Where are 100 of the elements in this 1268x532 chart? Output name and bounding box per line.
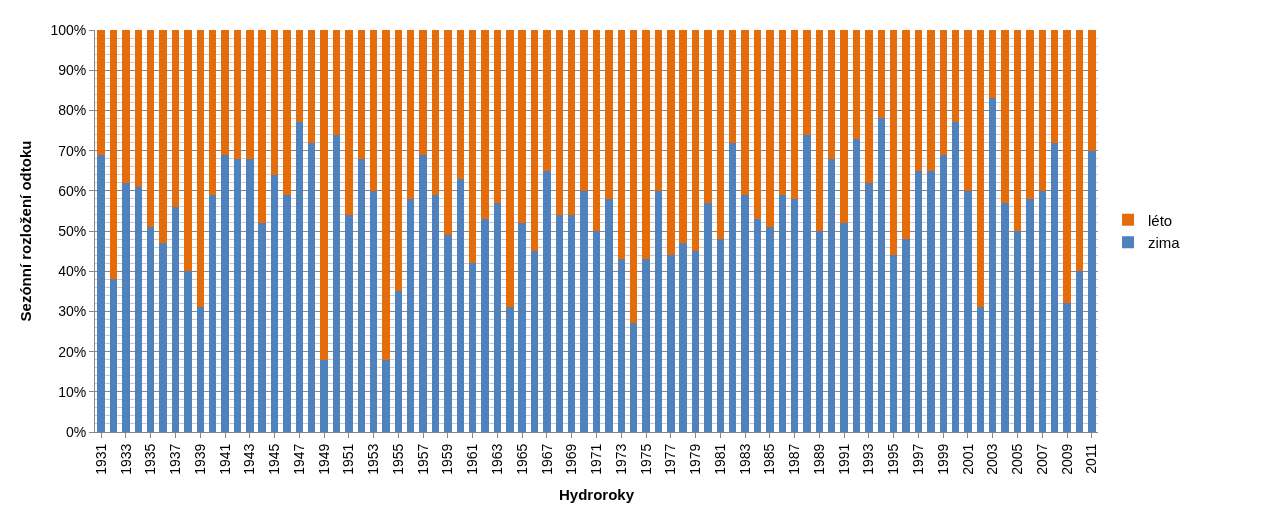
bar <box>320 359 328 432</box>
bar <box>530 30 539 252</box>
x-tick-label: 1963 <box>488 443 505 475</box>
bar <box>407 198 415 432</box>
bar <box>852 30 861 139</box>
bar <box>914 30 923 171</box>
bar <box>790 198 799 432</box>
y-tick-label: 40% <box>58 263 87 280</box>
bar <box>233 30 242 159</box>
bar <box>394 30 403 292</box>
x-tick-label: 1935 <box>142 443 159 475</box>
bar <box>1013 30 1022 231</box>
x-tick-label: 1995 <box>885 443 902 475</box>
bar <box>580 190 588 432</box>
bar <box>1063 303 1071 432</box>
y-tick-label: 80% <box>58 102 87 119</box>
bar <box>1050 30 1059 143</box>
bar <box>270 30 279 175</box>
bar <box>444 235 452 432</box>
bar <box>629 323 638 432</box>
bar <box>493 30 502 203</box>
bar <box>555 30 564 215</box>
bar <box>246 30 254 159</box>
bar <box>877 118 886 432</box>
bar <box>221 154 229 432</box>
bar <box>766 30 774 227</box>
bar <box>357 158 365 432</box>
x-tick-label: 1977 <box>662 443 679 475</box>
bar <box>456 178 464 432</box>
bar <box>766 226 774 432</box>
bar <box>518 222 526 432</box>
bar <box>691 251 700 432</box>
bar <box>964 190 972 432</box>
bar <box>976 30 985 308</box>
bar <box>741 194 749 432</box>
x-tick-label: 1985 <box>761 443 778 475</box>
x-tick-label: 1931 <box>92 443 109 475</box>
bar <box>307 142 316 432</box>
x-tick-label: 1961 <box>464 443 481 475</box>
x-tick-label: 1945 <box>266 443 283 475</box>
x-axis-title: Hydroroky <box>558 485 635 503</box>
x-tick-label: 1933 <box>117 443 134 475</box>
x-tick-label: 2001 <box>959 443 976 475</box>
x-tick-label: 2009 <box>1058 443 1075 475</box>
y-tick-label: 10% <box>58 383 87 400</box>
bar <box>753 218 762 432</box>
x-tick-label: 2007 <box>1033 443 1050 475</box>
legend-label: léto <box>1148 211 1173 229</box>
bar <box>1001 202 1009 432</box>
x-tick-label: 1949 <box>315 443 332 475</box>
bar <box>320 30 328 360</box>
x-tick-label: 1997 <box>910 443 926 475</box>
x-tick-label: 1983 <box>736 443 753 475</box>
bar <box>617 30 625 260</box>
bar <box>171 206 180 432</box>
bar <box>667 255 675 432</box>
bar <box>629 30 638 324</box>
bar <box>196 307 204 432</box>
bar <box>419 154 427 432</box>
bar <box>357 30 365 159</box>
bar <box>345 30 353 215</box>
x-tick-label: 1975 <box>637 443 654 475</box>
bar <box>741 30 749 195</box>
bar <box>431 30 440 195</box>
bar <box>1063 30 1071 304</box>
bar <box>134 30 143 187</box>
bar <box>369 190 378 432</box>
bar <box>691 30 700 252</box>
bar <box>889 30 898 256</box>
y-tick-label: 100% <box>50 21 87 38</box>
bar <box>642 30 650 260</box>
bar <box>729 30 737 143</box>
bar <box>951 30 960 123</box>
x-tick-label: 2003 <box>984 443 1001 475</box>
bar <box>208 30 217 195</box>
bar <box>184 271 192 432</box>
x-tick-label: 1993 <box>860 443 877 475</box>
x-tick-label: 1967 <box>538 443 555 475</box>
bar <box>246 158 254 432</box>
bar <box>1088 150 1096 432</box>
bar <box>902 239 910 432</box>
bar <box>790 30 799 199</box>
bar <box>753 30 762 219</box>
bar <box>97 30 105 155</box>
bar <box>976 307 985 432</box>
bar <box>493 202 502 432</box>
bar <box>295 30 304 123</box>
bar <box>1050 142 1059 432</box>
bar <box>889 255 898 432</box>
x-tick-label: 1979 <box>687 443 704 475</box>
legend-label: zima <box>1148 234 1181 252</box>
bar <box>159 243 167 432</box>
bar <box>679 243 687 432</box>
bar <box>258 222 266 432</box>
bar <box>568 214 576 432</box>
bar <box>989 98 997 432</box>
x-tick-label: 1937 <box>167 443 184 475</box>
x-tick-label: 1939 <box>191 443 208 475</box>
bar <box>865 182 873 432</box>
x-tick-label: 1947 <box>290 443 307 475</box>
